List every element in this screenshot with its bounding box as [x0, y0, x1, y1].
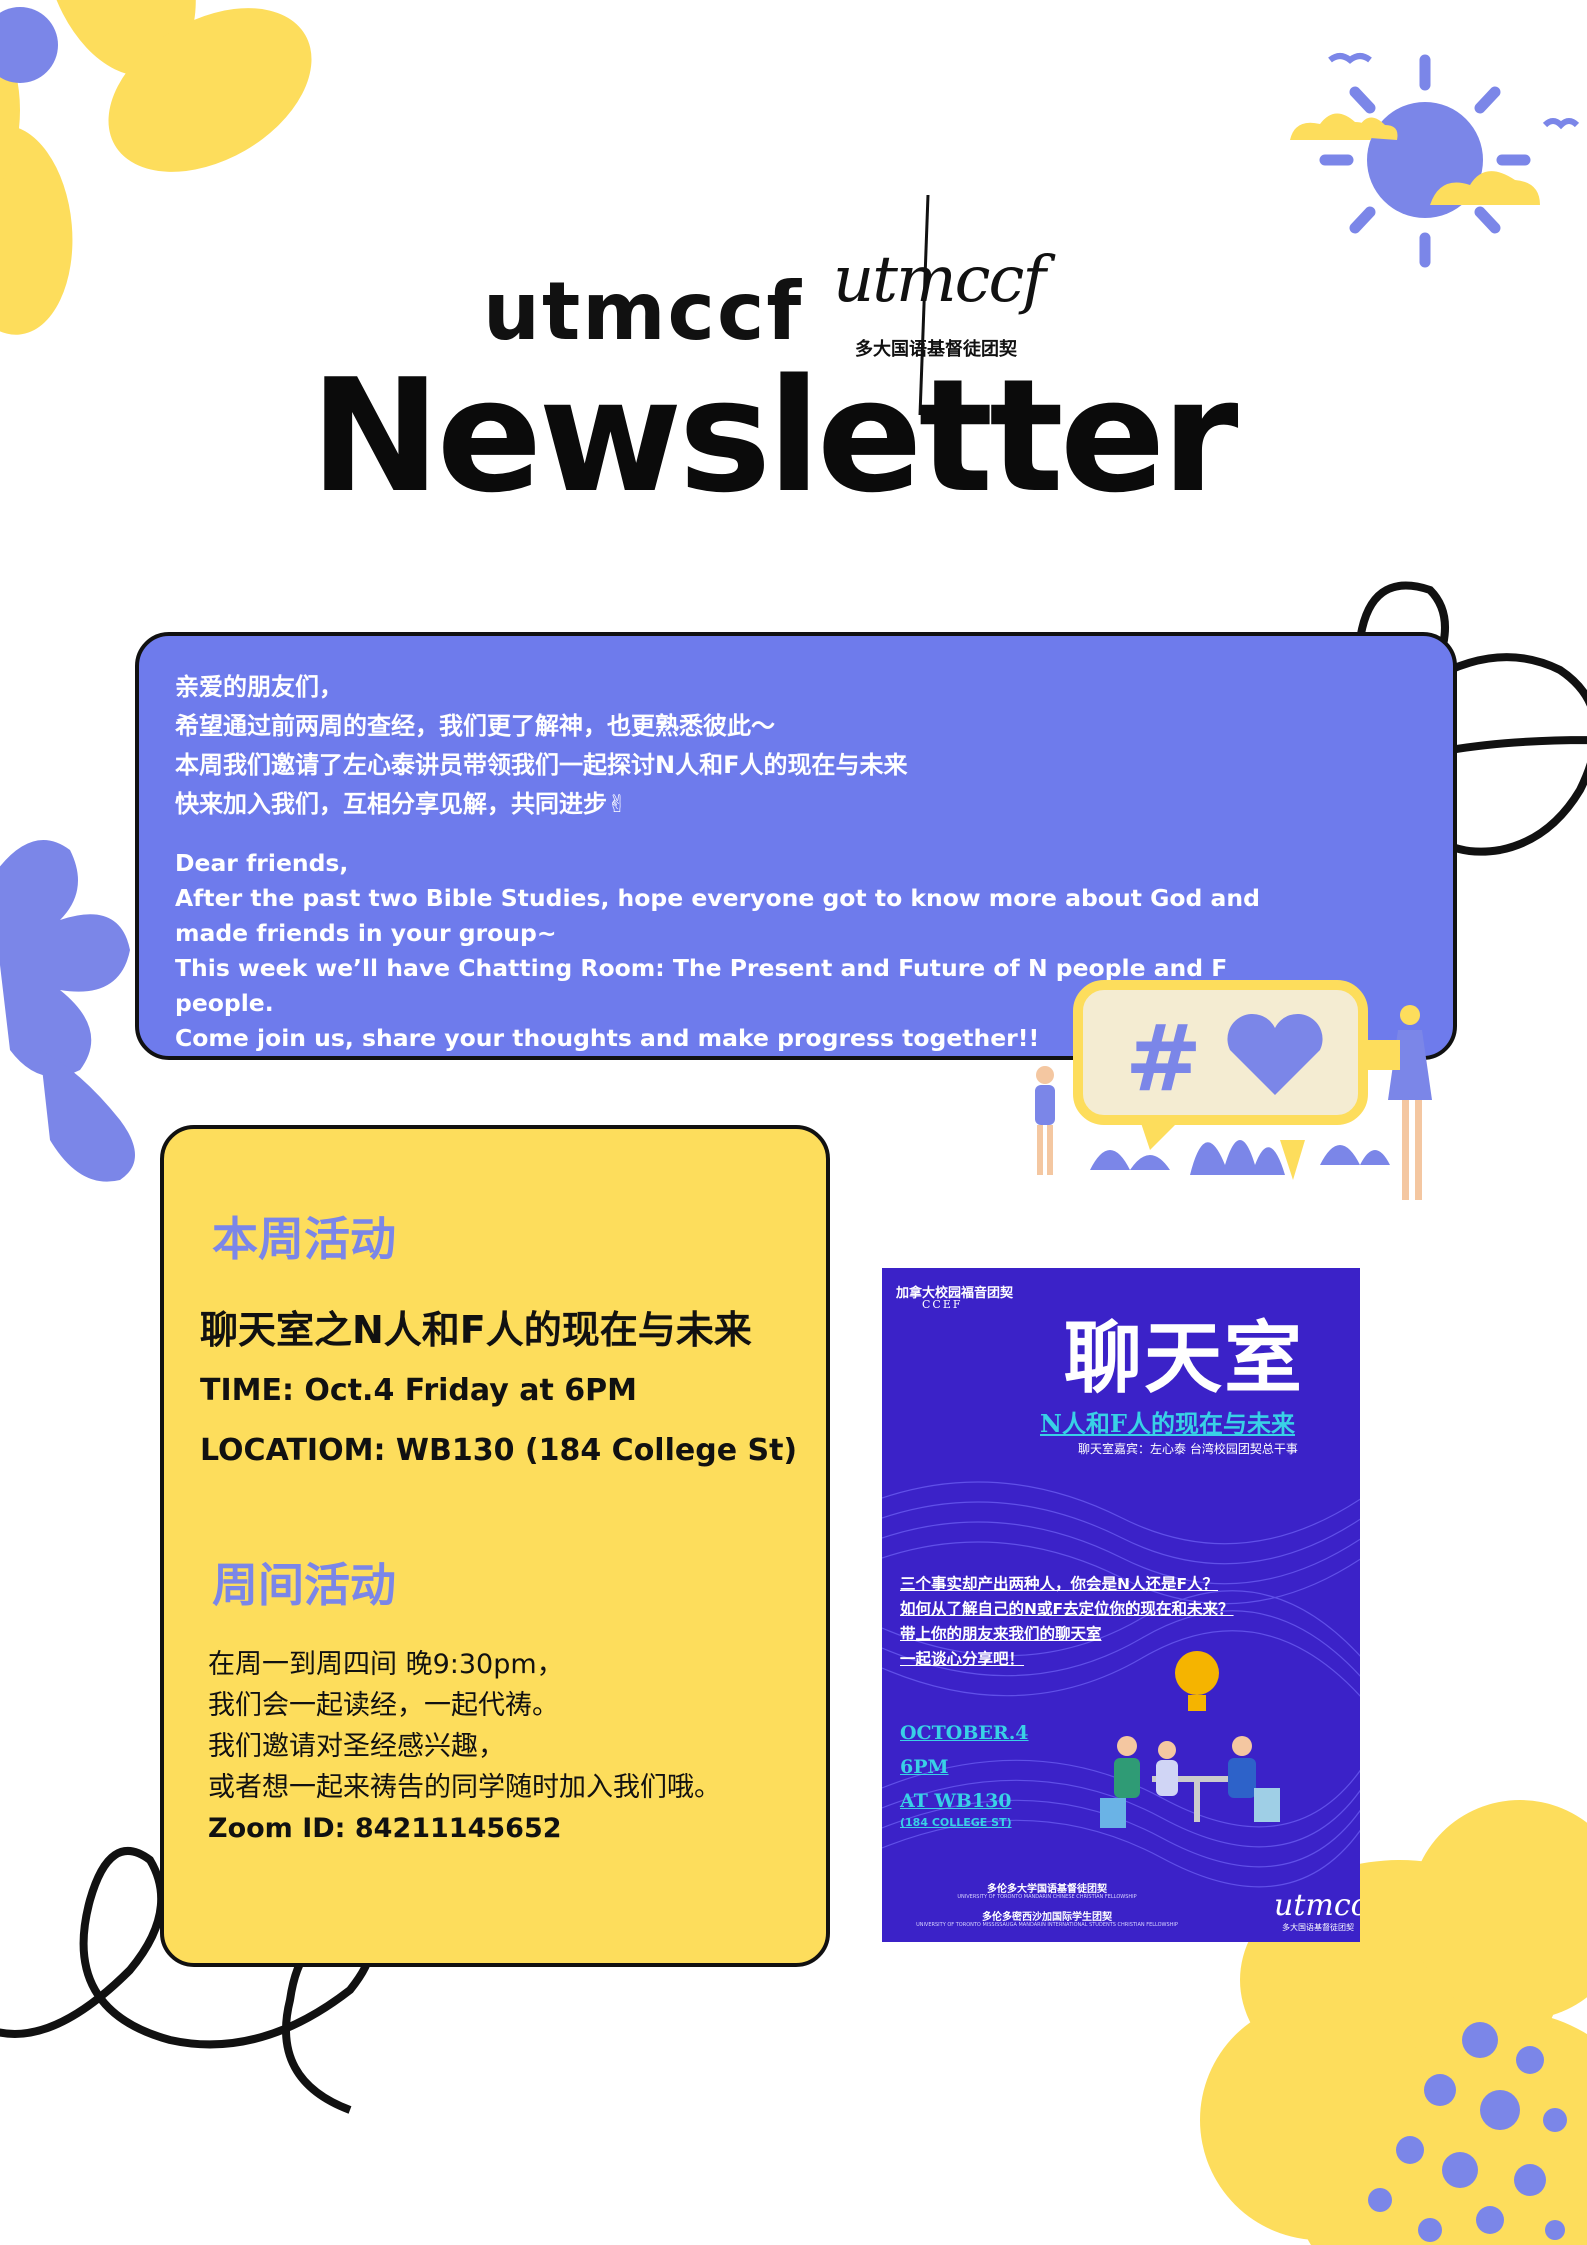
poster-title: 聊天室 — [1064, 1314, 1305, 1404]
message-line: 亲爱的朋友们， — [175, 673, 343, 701]
poster-question: 三个事实却产出两种人，你会是N人还是F人？ — [900, 1575, 1219, 1593]
poster-question: 一起谈心分享吧！ — [900, 1650, 1025, 1668]
event-location: LOCATIOM: WB130 (184 College St) — [200, 1433, 798, 1468]
hashtag-icon: # — [1125, 1005, 1202, 1112]
poster-date-line: AT WB130 — [900, 1790, 1012, 1812]
poster-question: 如何从了解自己的N或F去定位你的现在和未来？ — [900, 1600, 1234, 1618]
people-at-table-illustration — [1100, 1736, 1280, 1828]
poster-logo-subtitle: 多大国语基督徒团契 — [1282, 1923, 1354, 1932]
activities-card: 本周活动 聊天室之N人和F人的现在与未来 TIME: Oct.4 Friday … — [160, 1125, 830, 1967]
sun-icon — [1290, 53, 1580, 268]
poster-guest: 聊天室嘉宾：左心泰 台湾校园团契总干事 — [1078, 1442, 1298, 1456]
poster-date-line: 6PM — [900, 1756, 949, 1778]
this-week-heading: 本周活动 — [212, 1212, 396, 1266]
message-line: 本周我们邀请了左心泰讲员带领我们一起探讨N人和F人的现在与未来 — [175, 751, 908, 779]
utmccf-logo: utmccf 多大国语基督徒团契 — [825, 195, 1055, 415]
poster-footer-org-1-en: UNIVERSITY OF TORONTO MANDARIN CHINESE C… — [957, 1894, 1137, 1900]
social-media-illustration: # — [1035, 980, 1432, 1200]
zoom-id: Zoom ID: 84211145652 — [208, 1813, 562, 1844]
logo-wordmark: utmccf — [833, 243, 1046, 317]
poster-date: OCTOBER.4 6PM AT WB130 — [900, 1716, 1029, 1818]
page-title: Newsletter — [310, 345, 1238, 527]
poster-footer-org-2-en: UNIVERSITY OF TORONTO MISSISSAUGA MANDAR… — [916, 1922, 1178, 1928]
brand-name: utmccf — [483, 265, 804, 358]
poster-org-abbr: CCEF — [922, 1298, 963, 1311]
heart-icon — [1227, 1013, 1323, 1095]
cross-icon — [918, 195, 930, 415]
lightbulb-icon — [1175, 1651, 1219, 1711]
weekly-heading: 周间活动 — [212, 1558, 396, 1612]
message-line: After the past two Bible Studies, hope e… — [175, 884, 1260, 947]
poster-questions: 三个事实却产出两种人，你会是N人还是F人？ 如何从了解自己的N或F去定位你的现在… — [900, 1572, 1234, 1672]
person-left — [1035, 1066, 1055, 1175]
poster-date-line: OCTOBER.4 — [900, 1722, 1029, 1744]
poster-footer-org-1: 多伦多大学国语基督徒团契 — [987, 1884, 1107, 1895]
weekly-line: 我们会一起读经，一起代祷。 — [208, 1690, 559, 1721]
message-line: 希望通过前两周的查经，我们更了解神，也更熟悉彼此～ — [175, 712, 775, 740]
poster-address: (184 COLLEGE ST) — [900, 1816, 1012, 1829]
poster-question: 带上你的朋友来我们的聊天室 — [900, 1625, 1102, 1643]
weekly-line: 在周一到周四间 晚9:30pm， — [208, 1649, 564, 1680]
message-english: Dear friends, After the past two Bible S… — [175, 846, 1275, 1056]
event-title: 聊天室之N人和F人的现在与未来 — [200, 1308, 752, 1352]
weekly-line: 或者想一起来祷告的同学随时加入我们哦。 — [208, 1772, 721, 1803]
poster-subtitle: N人和F人的现在与未来 — [1040, 1409, 1295, 1438]
event-poster: 加拿大校园福音团契 CCEF 聊天室 N人和F人的现在与未来 聊天室嘉宾：左心泰… — [882, 1268, 1360, 1942]
poster-logo: utmccf — [1274, 1888, 1360, 1923]
poster-wave-lines — [882, 1481, 1360, 1888]
message-chinese: 亲爱的朋友们， 希望通过前两周的查经，我们更了解神，也更熟悉彼此～ 本周我们邀请… — [175, 668, 907, 824]
poster-footer-org-2: 多伦多密西沙加国际学生团契 — [982, 1912, 1112, 1923]
weekly-description: 在周一到周四间 晚9:30pm， 我们会一起读经，一起代祷。 我们邀请对圣经感兴… — [208, 1644, 721, 1849]
person-right — [1360, 1005, 1432, 1200]
message-line: This week we’ll have Chatting Room: The … — [175, 954, 1228, 1017]
message-line: Dear friends, — [175, 849, 349, 877]
yellow-flower-top-left — [0, 0, 312, 335]
poster-org-name: 加拿大校园福音团契 — [896, 1286, 1014, 1301]
message-line: 快来加入我们，互相分享见解，共同进步✌ — [175, 790, 628, 818]
logo-subtitle: 多大国语基督徒团契 — [855, 339, 1017, 360]
event-time: TIME: Oct.4 Friday at 6PM — [200, 1373, 637, 1408]
weekly-line: 我们邀请对圣经感兴趣， — [208, 1731, 505, 1762]
message-line: Come join us, share your thoughts and ma… — [175, 1024, 1040, 1052]
